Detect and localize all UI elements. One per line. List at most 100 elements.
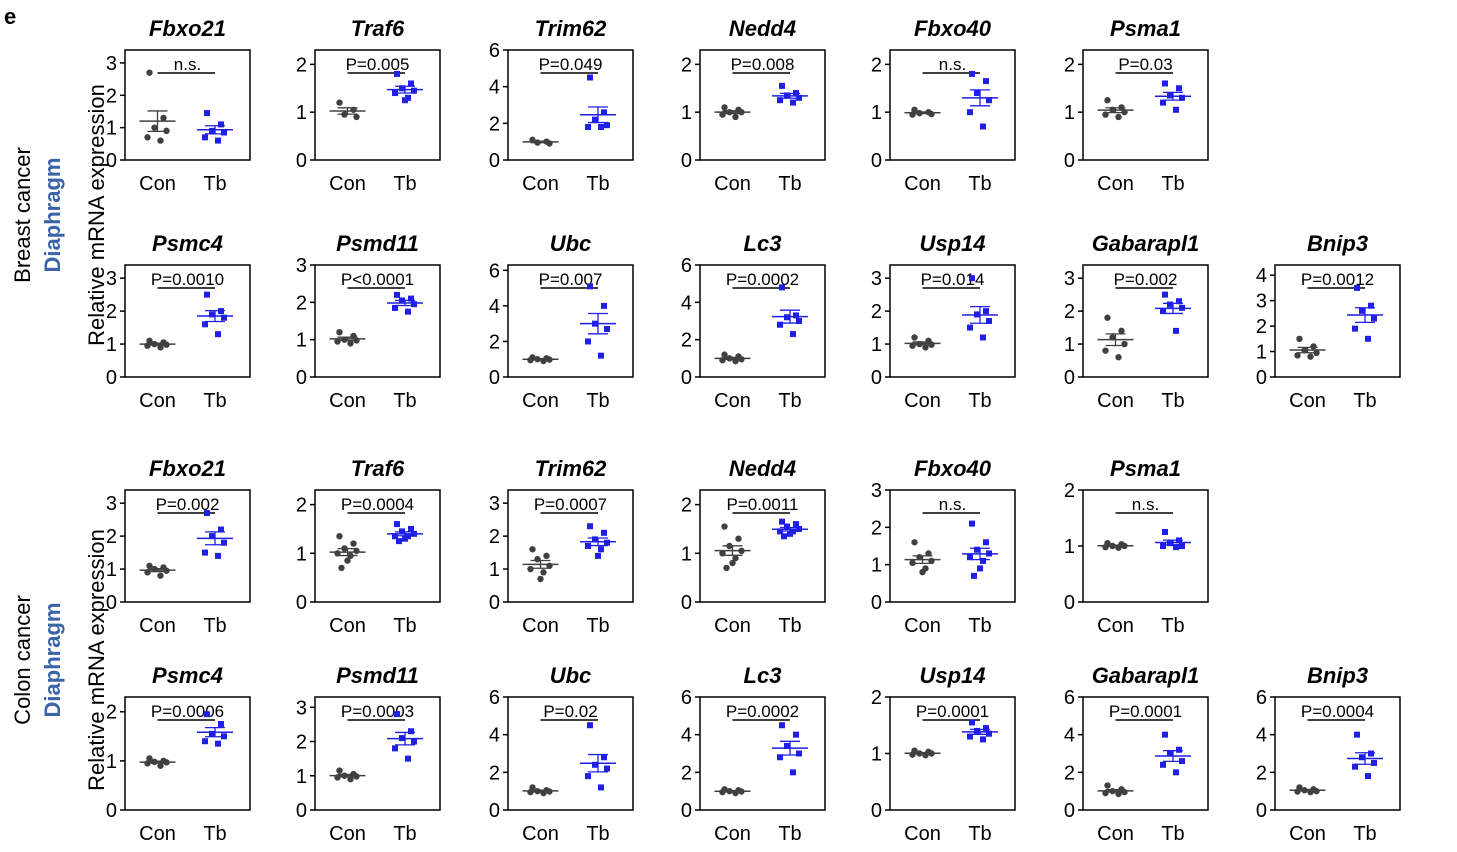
plot-frame: [889, 489, 1016, 603]
x-tick-label-tb: Tb: [586, 615, 609, 637]
y-tick-label: 2: [296, 732, 307, 754]
y-tick-label: 2: [1064, 301, 1075, 323]
panel-title: Bnip3: [1307, 231, 1368, 256]
point-tb: [784, 742, 790, 749]
x-tick-label-con: Con: [139, 615, 176, 637]
panel-nedd4-colon: Nedd4 0 1 2 Con Tb P=0.0011: [681, 456, 826, 637]
point-tb: [1167, 750, 1173, 757]
y-tick-label: 0: [1064, 592, 1075, 614]
panel-title: Psma1: [1110, 16, 1181, 41]
point-con: [160, 114, 167, 122]
point-tb: [587, 523, 593, 530]
panel-letter: e: [4, 4, 16, 29]
y-tick-label: 1: [1064, 536, 1075, 558]
point-tb: [1359, 307, 1365, 314]
plot-frame: [699, 696, 826, 811]
y-tick-label: 1: [1064, 334, 1075, 356]
x-tick-label-tb: Tb: [1353, 390, 1376, 412]
y-tick-label: 0: [106, 592, 117, 614]
point-tb: [974, 727, 980, 734]
y-tick-label: 2: [1256, 762, 1267, 784]
x-tick-label-con: Con: [329, 823, 366, 845]
point-tb: [793, 731, 799, 738]
y-tick-label: 4: [489, 725, 500, 747]
panel-title: Traf6: [351, 16, 405, 41]
point-tb: [202, 549, 208, 556]
plot-frame: [507, 264, 634, 378]
x-tick-label-tb: Tb: [778, 390, 801, 412]
panel-traf6-breast: Traf6 0 1 2 Con Tb P=0.005: [296, 16, 441, 195]
point-tb: [587, 722, 593, 729]
point-tb: [779, 518, 785, 525]
point-tb: [1173, 769, 1179, 776]
point-tb: [790, 99, 796, 106]
point-tb: [411, 301, 417, 308]
y-tick-label: 1: [296, 543, 307, 565]
y-tick-label: 2: [871, 687, 882, 709]
point-tb: [204, 110, 210, 117]
point-tb: [215, 740, 221, 747]
y-tick-label: 0: [296, 150, 307, 172]
point-tb: [202, 738, 208, 745]
x-tick-label-tb: Tb: [968, 173, 991, 195]
point-tb: [980, 334, 986, 341]
point-con: [1102, 347, 1109, 354]
plot-frame: [124, 696, 251, 811]
point-tb: [408, 728, 414, 735]
point-tb: [983, 308, 989, 315]
point-tb: [405, 755, 411, 762]
panel-psmd11-colon: Psmd11 0 1 2 3 Con Tb P=0.0003: [296, 663, 441, 845]
plot-frame: [889, 264, 1016, 378]
y-tick-label: 6: [681, 255, 692, 277]
panel-fbxo40-colon: Fbxo40 0 1 2 3 Con Tb n.s.: [871, 456, 1016, 637]
point-tb: [411, 738, 417, 745]
point-tb: [796, 750, 802, 757]
point-con: [534, 555, 541, 563]
point-tb: [969, 70, 975, 77]
panel-fbxo21-breast: Fbxo21 0 1 2 3 Con Tb n.s.: [106, 16, 251, 195]
point-tb: [218, 121, 224, 128]
point-con: [144, 134, 151, 141]
point-tb: [598, 784, 604, 791]
y-tick-label: 1: [106, 559, 117, 581]
point-tb: [1359, 754, 1365, 761]
point-con: [336, 99, 343, 106]
y-tick-label: 4: [681, 292, 692, 314]
y-tick-label: 2: [489, 526, 500, 548]
y-tick-label: 2: [106, 301, 117, 323]
point-tb: [1176, 746, 1182, 753]
point-con: [721, 104, 728, 111]
x-tick-label-tb: Tb: [393, 615, 416, 637]
y-tick-label: 2: [681, 330, 692, 352]
point-con: [338, 564, 345, 572]
y-tick-label: 2: [1064, 54, 1075, 76]
point-tb: [1365, 335, 1371, 342]
point-tb: [221, 129, 227, 136]
point-tb: [604, 765, 610, 772]
panel-fbxo21-colon: Fbxo21 0 1 2 3 Con Tb P=0.002: [106, 456, 251, 637]
x-tick-label-con: Con: [522, 823, 559, 845]
significance-label: P<0.0001: [341, 270, 414, 289]
point-tb: [604, 326, 610, 332]
y-tick-label: 0: [871, 150, 882, 172]
point-tb: [202, 134, 208, 141]
point-tb: [598, 546, 604, 553]
x-tick-label-con: Con: [1097, 390, 1134, 412]
y-tick-label: 0: [871, 800, 882, 822]
point-con: [909, 342, 916, 349]
y-tick-label: 3: [106, 268, 117, 290]
y-tick-label: 1: [106, 118, 117, 140]
y-tick-label: 2: [296, 292, 307, 314]
significance-label: P=0.0007: [534, 495, 607, 514]
panel-title: Gabarapl1: [1092, 231, 1200, 256]
point-tb: [215, 552, 221, 559]
significance-label: P=0.03: [1118, 55, 1172, 74]
y-tick-label: 3: [296, 255, 307, 277]
point-con: [146, 755, 153, 762]
point-tb: [215, 137, 221, 144]
y-tick-label: 3: [871, 268, 882, 290]
panel-title: Lc3: [744, 231, 782, 256]
plot-frame: [314, 489, 441, 603]
point-tb: [793, 312, 799, 319]
point-con: [537, 575, 544, 583]
